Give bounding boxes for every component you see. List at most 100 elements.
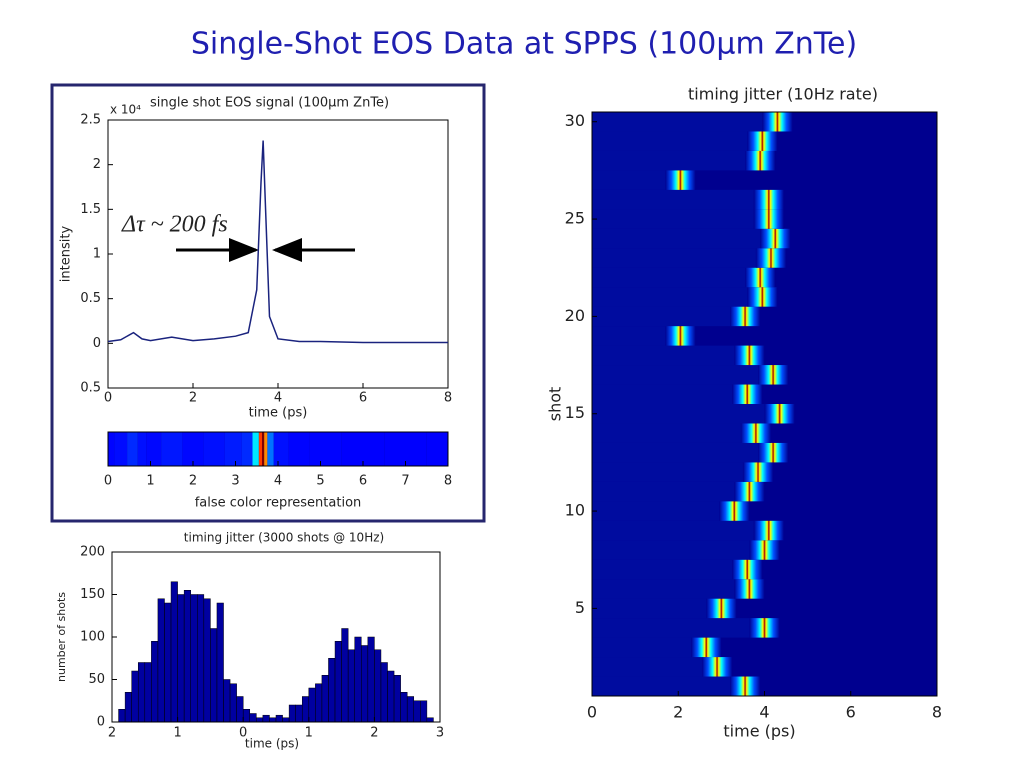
x-tick-label: 2 bbox=[189, 474, 197, 489]
y-tick-label: 50 bbox=[88, 672, 105, 687]
pulse bbox=[719, 501, 750, 521]
plot-area bbox=[107, 119, 449, 389]
color-cell bbox=[182, 432, 204, 466]
pulse bbox=[691, 637, 722, 658]
histogram-bar bbox=[393, 675, 401, 723]
histogram-bar bbox=[197, 594, 205, 723]
x-tick-label: 2 bbox=[673, 703, 683, 722]
pulse bbox=[758, 442, 789, 463]
y-tick-label: 1.5 bbox=[80, 202, 101, 217]
histogram-bar bbox=[301, 696, 310, 723]
y-tick-label: 100 bbox=[80, 630, 105, 645]
histogram-bar bbox=[354, 636, 362, 723]
pulse bbox=[747, 131, 778, 151]
row-glow bbox=[592, 326, 681, 346]
histogram-bar bbox=[321, 675, 329, 723]
y-axis-label: number of shots bbox=[55, 592, 68, 682]
histogram-bar bbox=[406, 696, 415, 723]
y-axis-label: shot bbox=[546, 387, 565, 422]
histogram-bar bbox=[118, 709, 126, 723]
x-tick-label: 2 bbox=[108, 726, 116, 741]
histogram-bar bbox=[413, 700, 421, 723]
pulse bbox=[734, 481, 765, 502]
row-glow bbox=[592, 637, 707, 658]
color-cell bbox=[241, 432, 253, 466]
row-glow bbox=[592, 170, 681, 190]
histogram-bar bbox=[164, 602, 172, 723]
pulse bbox=[755, 248, 787, 268]
pulse bbox=[706, 598, 737, 619]
x-tick-label: 1 bbox=[173, 726, 181, 741]
x-tick-label: 4 bbox=[274, 391, 282, 406]
histogram-bar bbox=[387, 670, 395, 723]
histogram-bar bbox=[177, 594, 185, 723]
x-tick-label: 1 bbox=[146, 474, 154, 489]
y-tick-label: 0 bbox=[97, 715, 105, 730]
color-cell bbox=[262, 432, 265, 466]
pulse bbox=[665, 326, 696, 346]
row-glow bbox=[592, 287, 763, 307]
chart-title: timing jitter (3000 shots @ 10Hz) bbox=[184, 531, 384, 545]
histogram-bar bbox=[157, 598, 165, 723]
x-tick-label: 7 bbox=[401, 474, 409, 489]
row-glow bbox=[592, 540, 765, 560]
color-cell bbox=[127, 432, 138, 466]
x-axis-label: time (ps) bbox=[245, 737, 299, 751]
histogram-bar bbox=[328, 658, 336, 723]
histogram-bar bbox=[315, 683, 323, 723]
x-axis-label: false color representation bbox=[195, 496, 362, 511]
histogram-bar bbox=[275, 714, 283, 723]
x-tick-label: 5 bbox=[316, 474, 324, 489]
y-tick-label: 2 bbox=[93, 157, 101, 172]
row-glow bbox=[592, 501, 735, 521]
x-tick-label: 2 bbox=[189, 391, 197, 406]
chart-title: single shot EOS signal (100µm ZnTe) bbox=[150, 96, 389, 111]
row-glow bbox=[592, 559, 748, 580]
x-tick-label: 0 bbox=[104, 474, 112, 489]
y-tick-label: 200 bbox=[80, 545, 105, 560]
color-cell bbox=[114, 432, 128, 466]
histogram-bar bbox=[308, 687, 316, 723]
x-tick-label: 3 bbox=[436, 726, 444, 741]
x-tick-label: 3 bbox=[231, 474, 239, 489]
histogram-bar bbox=[367, 636, 375, 723]
x-tick-label: 8 bbox=[932, 703, 942, 722]
color-cell bbox=[309, 432, 342, 466]
row-glow bbox=[592, 150, 761, 171]
pulse bbox=[758, 365, 789, 385]
histogram-bar bbox=[242, 709, 251, 723]
row-glow bbox=[592, 481, 750, 502]
pulse bbox=[734, 579, 765, 599]
histogram-bar bbox=[282, 717, 290, 723]
pulse bbox=[753, 520, 784, 541]
color-cell bbox=[137, 432, 147, 466]
pulse bbox=[764, 404, 795, 424]
x-tick-label: 1 bbox=[305, 726, 313, 741]
y-tick-label: 1 bbox=[93, 247, 101, 262]
histogram-bar bbox=[210, 628, 218, 723]
y-axis-label: intensity bbox=[59, 226, 74, 283]
pulse bbox=[701, 657, 733, 677]
pulse bbox=[732, 384, 763, 404]
y-multiplier: x 10⁴ bbox=[110, 103, 141, 117]
row-glow bbox=[592, 384, 748, 404]
color-cell bbox=[341, 432, 385, 466]
signal-line bbox=[107, 140, 448, 344]
row-glow bbox=[592, 248, 771, 268]
histogram-bar bbox=[216, 602, 224, 723]
pulse bbox=[742, 462, 774, 482]
color-cell bbox=[258, 432, 263, 466]
x-tick-label: 0 bbox=[587, 703, 597, 722]
x-tick-label: 4 bbox=[274, 474, 282, 489]
y-tick-label: 10 bbox=[565, 501, 585, 520]
histogram-bar bbox=[236, 696, 244, 723]
panel-border bbox=[50, 83, 486, 523]
pulse bbox=[747, 287, 778, 307]
histogram-bar bbox=[124, 692, 132, 723]
pulse bbox=[760, 228, 791, 249]
color-cell bbox=[203, 432, 225, 466]
histogram-bar bbox=[183, 590, 191, 723]
pulse bbox=[749, 540, 780, 560]
histogram-bar bbox=[170, 581, 178, 723]
color-cell bbox=[267, 432, 274, 466]
